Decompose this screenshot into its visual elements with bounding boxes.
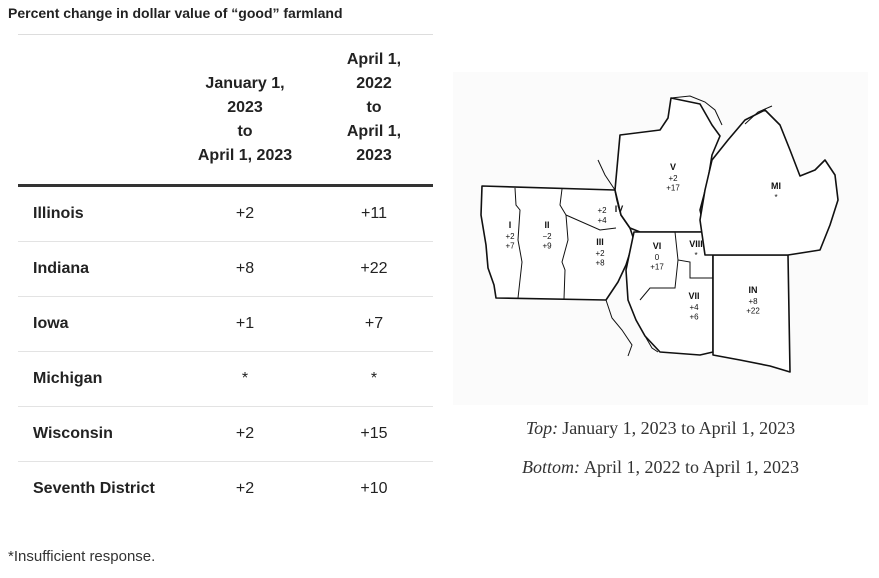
- caption-label: Top:: [525, 418, 559, 438]
- cell: +10: [360, 480, 388, 497]
- table: January 1, 2023 to April 1, 2023 April 1, 202…: [18, 35, 433, 516]
- cell: +22: [360, 260, 388, 277]
- row-label: Wisconsin: [33, 425, 113, 442]
- table-row: Wisconsin +2 +15: [18, 407, 433, 462]
- cell: +15: [360, 425, 388, 442]
- region-name: II: [544, 220, 549, 230]
- header-line: to: [237, 123, 253, 140]
- row-label: Illinois: [33, 205, 84, 222]
- header-line: January 1,: [205, 75, 285, 92]
- cell: +2: [235, 205, 255, 222]
- region-value: +8: [748, 297, 758, 306]
- district-border: [565, 214, 617, 231]
- region-name: IN: [749, 285, 758, 295]
- illinois: [625, 231, 714, 356]
- region-value: +7: [505, 242, 515, 251]
- region-value: +2: [668, 174, 678, 183]
- district-border: [674, 231, 713, 279]
- header-line: April 1,: [346, 51, 402, 68]
- region-value: −2: [542, 232, 552, 241]
- cell: *: [241, 370, 249, 387]
- header-line: 2023: [356, 147, 392, 164]
- table-row: Indiana +8 +22: [18, 242, 433, 297]
- region-value: +8: [595, 259, 605, 268]
- row-label: Iowa: [33, 315, 69, 332]
- header-line: 2023: [227, 99, 263, 116]
- region-value: +2: [597, 206, 607, 215]
- region-value: *: [694, 251, 697, 260]
- region-name: MI: [771, 181, 781, 191]
- region-value: +9: [542, 242, 552, 251]
- district-border: [639, 259, 679, 301]
- table-row: Seventh District +2 +10: [18, 462, 433, 516]
- wisconsin: [614, 97, 721, 233]
- region-value: +2: [595, 249, 605, 258]
- column-header: January 1, 2023 to April 1, 2023: [180, 72, 310, 168]
- column-header: April 1, 2022 to April 1, 2023: [309, 48, 439, 168]
- region-value: +4: [689, 303, 699, 312]
- row-label: Michigan: [33, 370, 103, 387]
- district-border: [559, 188, 569, 300]
- header-line: 2022: [356, 75, 392, 92]
- region-name: VII: [688, 291, 699, 301]
- row-label: Seventh District: [33, 480, 155, 497]
- region-value: +17: [666, 184, 680, 193]
- caption: Bottom: April 1, 2022 to April 1, 2023: [453, 457, 868, 478]
- footnote: *Insufficient response.: [8, 548, 156, 565]
- region-value: *: [774, 193, 777, 202]
- cell: +7: [364, 315, 384, 332]
- cell: +8: [235, 260, 255, 277]
- table-row: Iowa +1 +7: [18, 297, 433, 352]
- caption-label: Bottom:: [522, 457, 580, 477]
- map: I+2+7II−2+9 III+2+8IV+2+4V+2+17VI0+17VII+…: [480, 95, 839, 373]
- region-value: +17: [650, 263, 664, 272]
- divider: [18, 34, 433, 35]
- caption-text: April 1, 2022 to April 1, 2023: [584, 457, 799, 477]
- header-line: April 1, 2023: [197, 147, 293, 164]
- michigan: [699, 109, 839, 256]
- cell: +11: [361, 205, 387, 222]
- header-line: April 1,: [346, 123, 402, 140]
- region-name: III: [596, 237, 604, 247]
- river: [597, 159, 659, 357]
- table-row: Michigan * *: [18, 352, 433, 407]
- table-body: Illinois +2 +11 Indiana +8 +22 Iowa +1 +7 Michiga…: [18, 187, 433, 516]
- upper-peninsula: [670, 95, 773, 126]
- region-name: I: [509, 220, 512, 230]
- caption: Top: January 1, 2023 to April 1, 2023: [453, 418, 868, 439]
- cell: +2: [235, 480, 255, 497]
- cell: *: [370, 370, 378, 387]
- iowa: [480, 185, 635, 301]
- region-name: V: [670, 162, 676, 172]
- table-row: Illinois +2 +11: [18, 187, 433, 242]
- header-line: to: [366, 99, 382, 116]
- row-label: Indiana: [33, 260, 90, 277]
- district-border: [514, 187, 523, 299]
- region-name: IV: [615, 204, 624, 214]
- region-name: VIII: [689, 239, 703, 249]
- caption-text: January 1, 2023 to April 1, 2023: [562, 418, 796, 438]
- region-value: +6: [689, 313, 699, 322]
- table-header: January 1, 2023 to April 1, 2023 April 1, 202…: [18, 35, 433, 187]
- cell: +2: [235, 425, 255, 442]
- cell: +1: [235, 315, 255, 332]
- region-value: +4: [597, 216, 607, 225]
- title: Percent change in dollar value of “good”…: [8, 5, 343, 21]
- region-value: 0: [655, 253, 660, 262]
- region-value: +2: [505, 232, 515, 241]
- region-name: VI: [653, 241, 662, 251]
- region-value: +22: [746, 307, 760, 316]
